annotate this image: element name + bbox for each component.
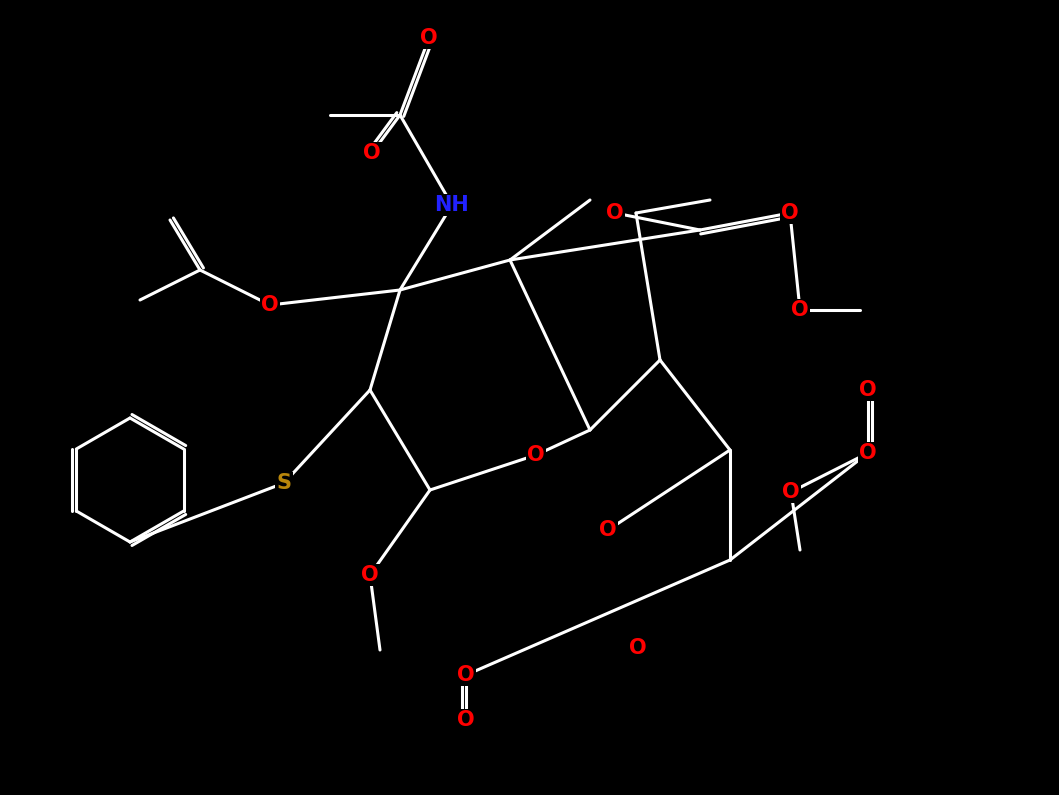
Text: O: O xyxy=(262,295,279,315)
Text: O: O xyxy=(599,520,616,540)
Text: S: S xyxy=(276,473,291,493)
Text: O: O xyxy=(457,665,474,685)
Text: O: O xyxy=(859,380,877,400)
Text: O: O xyxy=(361,565,379,585)
Text: O: O xyxy=(782,203,798,223)
Text: O: O xyxy=(791,300,809,320)
Text: O: O xyxy=(859,443,877,463)
Text: NH: NH xyxy=(434,195,469,215)
Text: O: O xyxy=(783,482,800,502)
Text: O: O xyxy=(629,638,647,658)
Text: O: O xyxy=(457,710,474,730)
Text: O: O xyxy=(527,445,544,465)
Text: O: O xyxy=(363,143,381,163)
Text: O: O xyxy=(420,28,437,48)
Text: O: O xyxy=(606,203,624,223)
